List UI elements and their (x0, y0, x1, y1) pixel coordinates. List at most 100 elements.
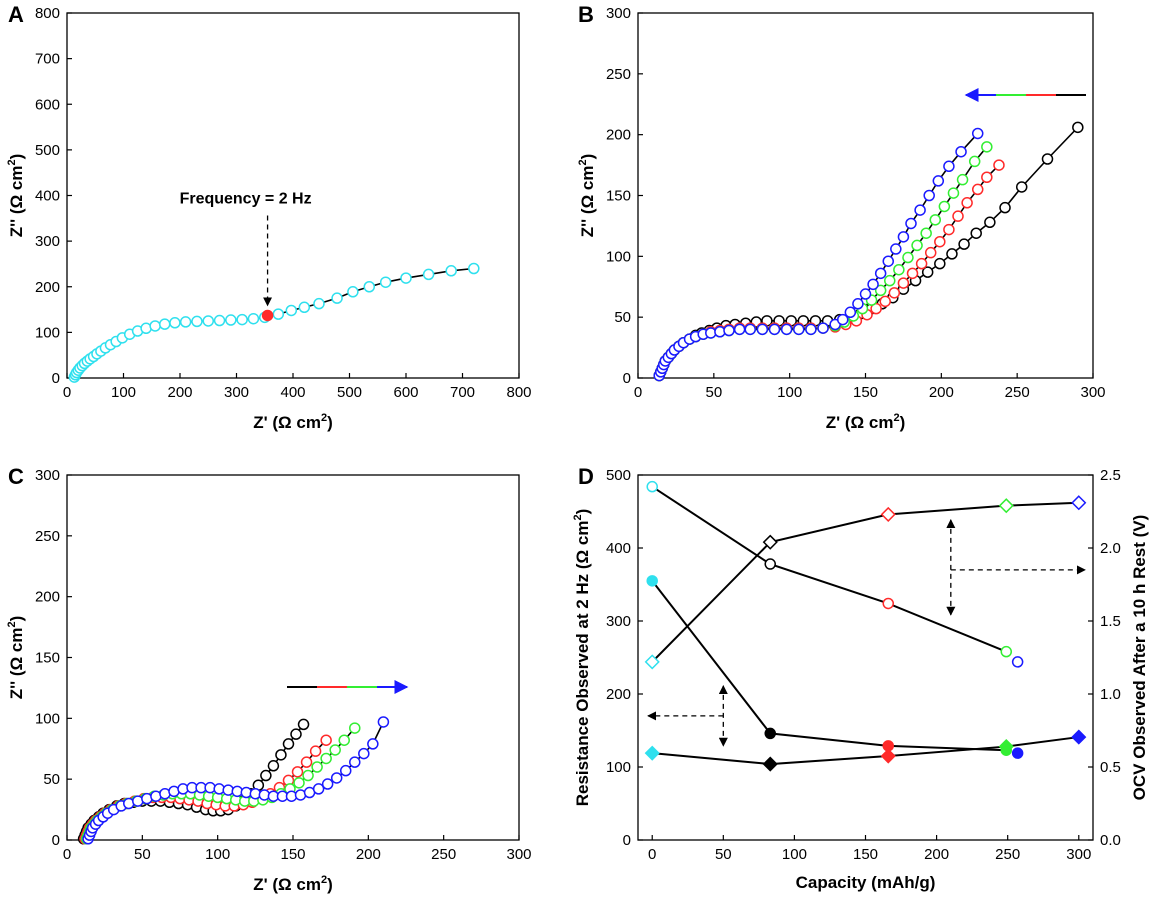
data-point (968, 155, 981, 168)
data-point (1015, 181, 1028, 193)
x-axis-title-close: ) (327, 875, 333, 894)
y2-axis-title: OCV Observed After a 10 h Rest (V) (1130, 515, 1149, 801)
y-tick-label: 400 (35, 188, 60, 205)
data-point (920, 227, 932, 239)
data-point (762, 534, 778, 550)
y-tick-label: 600 (35, 96, 60, 113)
data-point (339, 764, 352, 777)
x-axis-title: Z' (Ω cm2) (826, 412, 906, 432)
data-point (998, 498, 1014, 514)
x-axis-title: Z' (Ω cm2) (253, 874, 333, 894)
x-tick-label: 250 (431, 846, 456, 863)
data-point (1000, 744, 1013, 756)
x-tick-label: 0 (634, 384, 642, 401)
data-point (934, 235, 946, 248)
x-tick-label: 300 (224, 384, 249, 401)
data-point (298, 301, 311, 314)
series-line (651, 504, 1007, 663)
data-point (934, 257, 946, 270)
x-axis-title-text: Z' (Ω cm (253, 413, 321, 432)
data-point (762, 756, 778, 772)
data-point (946, 248, 958, 260)
data-point (236, 313, 248, 326)
data-point (329, 744, 341, 756)
data-point (932, 175, 945, 187)
data-point (169, 317, 181, 329)
y-tick-label: 50 (43, 771, 60, 788)
x-tick-label: 200 (929, 384, 954, 401)
data-point (947, 187, 960, 199)
data-point (874, 267, 887, 280)
data-point (349, 756, 361, 768)
y2-tick-label: 0.0 (1100, 832, 1121, 849)
data-point (313, 297, 325, 310)
x-tick-label: 0 (63, 846, 71, 863)
data-point (888, 287, 901, 299)
y-axis-title-close: ) (7, 154, 26, 160)
data-point (320, 752, 332, 765)
data-point (844, 306, 857, 319)
data-point (956, 173, 969, 186)
data-point (445, 265, 457, 277)
x-axis-title-text: Z' (Ω cm (253, 875, 321, 894)
data-point (202, 315, 214, 327)
data-point (1011, 747, 1024, 759)
data-point (999, 201, 1011, 214)
y-tick-label: 300 (35, 233, 60, 250)
data-point (884, 274, 896, 287)
y-tick-label: 150 (35, 650, 60, 667)
data-point (321, 778, 334, 790)
data-point (311, 761, 323, 773)
data-point (1072, 121, 1084, 134)
y-tick-label: 100 (606, 759, 631, 776)
panel-label: B (578, 2, 594, 27)
x-tick-label: 500 (337, 384, 362, 401)
data-point (644, 654, 660, 670)
data-point (1041, 153, 1054, 165)
y-tick-label: 0 (623, 832, 631, 849)
data-point (874, 284, 887, 297)
y-axis-title-close: ) (578, 154, 597, 160)
data-point (958, 238, 970, 250)
series-line (658, 164, 1000, 376)
data-point (260, 769, 272, 782)
series-line (658, 126, 1079, 376)
data-point (756, 323, 769, 336)
x-axis-title: Capacity (mAh/g) (796, 873, 936, 892)
data-point (880, 748, 896, 764)
data-point (921, 266, 934, 278)
data-point (293, 777, 305, 789)
data-point (897, 277, 910, 289)
y2-tick-label: 2.5 (1100, 467, 1121, 484)
data-point (805, 323, 817, 336)
x-tick-label: 50 (705, 384, 722, 401)
y-tick-label: 250 (35, 528, 60, 545)
y-tick-label: 100 (35, 710, 60, 727)
data-point (893, 263, 905, 276)
data-point (897, 231, 910, 243)
y-tick-label: 250 (606, 66, 631, 83)
data-point (852, 298, 864, 310)
data-point (905, 217, 917, 230)
data-point (347, 286, 359, 298)
x-tick-label: 250 (1005, 384, 1030, 401)
x-axis-title-close: ) (327, 413, 333, 432)
data-point (929, 214, 942, 226)
x-tick-label: 50 (134, 846, 151, 863)
series-line (651, 580, 1007, 752)
x-tick-label: 0 (63, 384, 71, 401)
data-point (911, 239, 923, 252)
data-point (971, 127, 984, 140)
y-axis-title-close: ) (573, 509, 592, 515)
data-point (870, 302, 882, 315)
data-point (882, 597, 894, 610)
y-tick-label: 50 (614, 309, 631, 326)
data-point (349, 722, 361, 734)
data-point (981, 141, 993, 153)
data-point (267, 760, 280, 772)
data-point (213, 314, 226, 327)
data-point (915, 257, 928, 270)
data-point (1071, 495, 1087, 511)
data-point (282, 738, 295, 750)
